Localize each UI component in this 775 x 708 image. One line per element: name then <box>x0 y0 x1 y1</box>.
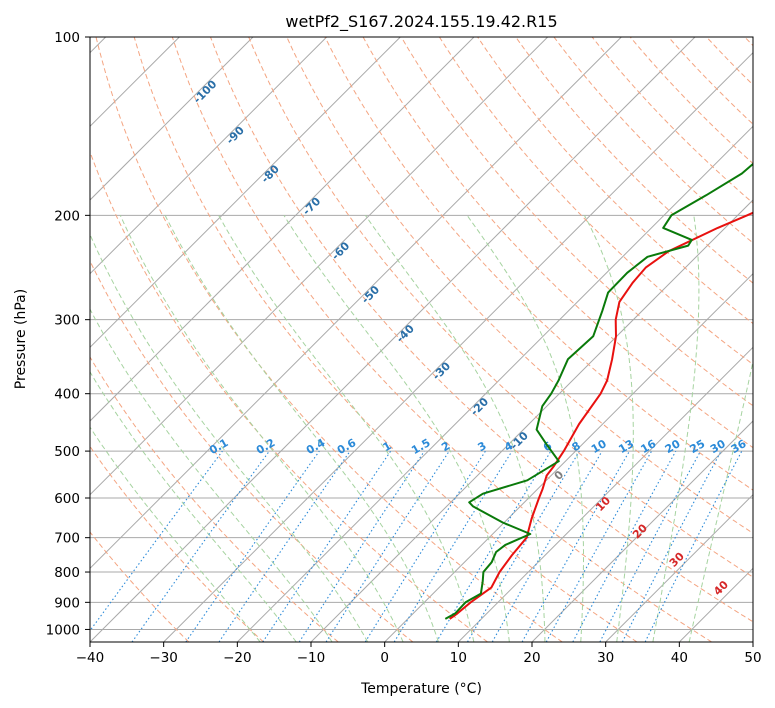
plot-frame <box>89 36 754 643</box>
mixing-ratio-line <box>185 450 320 642</box>
dry-adiabat <box>90 259 414 642</box>
isotherm-line <box>163 51 753 642</box>
mixing-ratio-line <box>218 450 351 642</box>
moist-adiabat <box>164 215 439 642</box>
dry-adiabat <box>171 37 712 642</box>
mixing-ratio-line <box>644 450 743 642</box>
isotherm-line <box>531 420 753 642</box>
moist-adiabat <box>90 370 297 642</box>
dry-adiabat <box>90 531 190 642</box>
isotherm-line <box>236 125 753 642</box>
moist-adiabat <box>652 215 700 642</box>
mixing-ratio-line <box>325 450 450 642</box>
x-tick-label: 20 <box>523 650 540 666</box>
mixing-ratio-line <box>545 450 653 642</box>
isotherm-line <box>90 37 696 642</box>
moist-adiabat <box>90 426 261 642</box>
dry-adiabat <box>210 37 753 623</box>
sounding-profiles <box>444 162 753 620</box>
dry-adiabat <box>133 37 638 642</box>
dry-adiabat <box>90 356 339 642</box>
moist-adiabat <box>90 233 369 642</box>
y-tick-label: 700 <box>54 531 80 547</box>
mixing-ratio-line <box>298 450 425 642</box>
x-tick-label: −30 <box>149 650 178 666</box>
x-axis-label: Temperature (°C) <box>360 681 482 697</box>
y-tick-label: 800 <box>54 565 80 581</box>
temperature-profile <box>449 211 753 620</box>
mixing-ratio-line <box>262 450 392 642</box>
y-tick-label: 100 <box>54 30 80 46</box>
isotherm-line <box>384 272 753 642</box>
dewpoint-profile <box>444 162 753 620</box>
y-axis-label: Pressure (hPa) <box>13 289 29 389</box>
dry-adiabat <box>248 37 753 578</box>
dry-adiabat <box>90 445 264 642</box>
mixing-ratio-line <box>131 450 270 642</box>
plot-area <box>90 37 753 642</box>
isotherm-line <box>90 37 254 201</box>
x-tick-label: 30 <box>597 650 614 666</box>
y-tick-label: 200 <box>54 208 80 224</box>
isotherm-line <box>90 37 401 349</box>
y-tick-label: 300 <box>54 313 80 329</box>
isotherm-line <box>457 346 753 642</box>
moist-adiabat <box>688 359 753 642</box>
x-tick-label: 50 <box>744 650 761 666</box>
mixing-ratio-line <box>393 450 513 642</box>
isotherm-line <box>90 37 328 275</box>
x-tick-label: −40 <box>76 650 105 666</box>
dry-adiabat <box>324 37 753 491</box>
isotherm-line <box>605 493 753 642</box>
isotherm-line <box>90 37 622 570</box>
y-tick-label: 900 <box>54 595 80 611</box>
y-tick-label: 500 <box>54 444 80 460</box>
moist-adiabat <box>119 215 404 642</box>
x-tick-label: 0 <box>380 650 389 666</box>
x-tick-label: −10 <box>297 650 326 666</box>
mixing-ratio-line <box>521 450 630 642</box>
moist-adiabat <box>583 215 634 642</box>
dry-adiabat <box>400 37 753 407</box>
x-tick-label: 40 <box>671 650 688 666</box>
y-tick-label: 600 <box>54 491 80 507</box>
background-lines <box>90 37 753 642</box>
isotherm-line <box>90 37 549 496</box>
y-tick-label: 400 <box>54 387 80 403</box>
mixing-ratio-line <box>90 450 223 632</box>
x-axis-ticks: −40 −30 −20 −10 0 10 20 30 40 50 <box>76 642 762 666</box>
y-axis-ticks: 100 200 300 400 500 600 700 800 900 1000 <box>46 30 90 638</box>
chart-title: wetPf2_S167.2024.155.19.42.R15 <box>285 12 557 32</box>
dry-adiabat <box>515 37 753 284</box>
x-tick-label: 10 <box>450 650 467 666</box>
dry-adiabat <box>438 37 753 366</box>
moist-adiabat <box>364 215 546 642</box>
isotherm-line <box>90 37 475 422</box>
dry-adiabat <box>95 37 563 642</box>
x-tick-label: −20 <box>223 650 252 666</box>
y-tick-label: 1000 <box>46 622 80 638</box>
mixing-ratio-line <box>572 450 677 642</box>
dry-adiabat <box>90 150 488 642</box>
